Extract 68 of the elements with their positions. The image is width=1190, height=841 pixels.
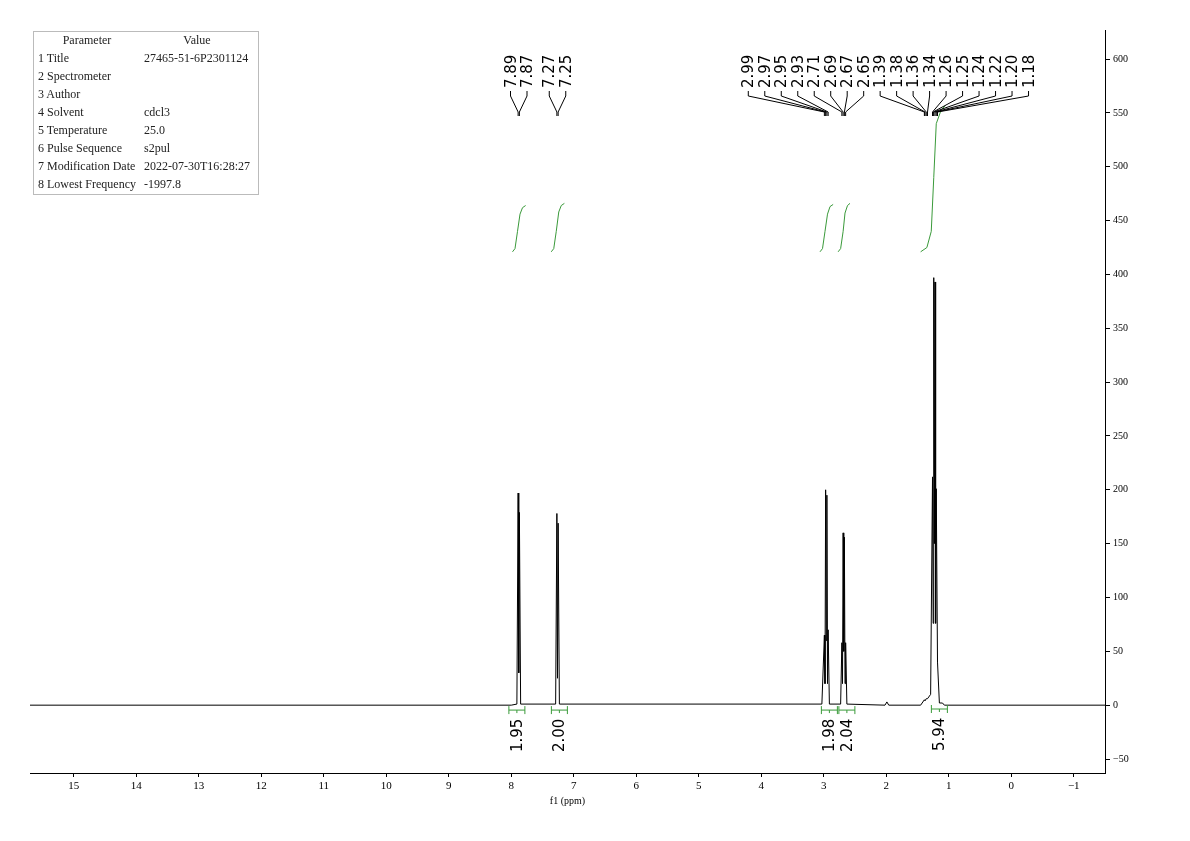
annotation: 2.71 bbox=[805, 54, 824, 88]
annotation: 1.18 bbox=[1019, 54, 1038, 88]
annotation: 1.26 bbox=[937, 54, 956, 88]
x-axis-title: f1 (ppm) bbox=[549, 794, 586, 807]
annotation: 7 Modification Date 2022-07-30T16:28:27 bbox=[37, 158, 251, 175]
annotation: 2.93 bbox=[788, 54, 807, 88]
text: Parameter Value bbox=[62, 33, 211, 47]
annotation: 5.94 bbox=[930, 717, 949, 752]
x-tick-label: 2 bbox=[883, 779, 889, 792]
annotation: 1.98 bbox=[820, 718, 839, 753]
annotation: 7.27 bbox=[540, 54, 559, 88]
x-tick-label: 14 bbox=[130, 779, 143, 792]
annotation: 2.67 bbox=[838, 54, 857, 88]
annotation: 1.34 bbox=[920, 54, 939, 88]
x-tick-label: 5 bbox=[696, 779, 702, 792]
y-tick-label: 450 bbox=[1113, 214, 1128, 226]
y-tick-label: 150 bbox=[1113, 537, 1128, 549]
y-tick-label: 550 bbox=[1113, 106, 1128, 118]
annotation: 1.39 bbox=[871, 54, 890, 88]
annotation: 7.89 bbox=[501, 54, 520, 88]
annotation: 1.38 bbox=[887, 54, 906, 88]
annotation: 3 Author bbox=[37, 86, 82, 103]
text: 5 Temperature 25.0 bbox=[38, 123, 165, 137]
text: 6 Pulse Sequence s2pul bbox=[38, 141, 170, 155]
x-tick-label: 12 bbox=[255, 779, 267, 792]
annotation: 1.36 bbox=[904, 54, 923, 88]
annotation: 7.87 bbox=[518, 54, 536, 88]
annotation: 2.97 bbox=[755, 54, 774, 88]
y-tick-label: 300 bbox=[1113, 375, 1128, 387]
x-tick-label: 13 bbox=[193, 779, 205, 792]
annotation: 2.99 bbox=[739, 54, 758, 88]
x-tick-label: 10 bbox=[380, 779, 393, 792]
annotation: 2.95 bbox=[772, 54, 791, 88]
annotation: 2 Spectrometer bbox=[37, 68, 112, 85]
y-tick-label: 0 bbox=[1113, 698, 1118, 710]
y-tick-label: 500 bbox=[1113, 160, 1128, 172]
y-tick-label: 600 bbox=[1113, 52, 1128, 64]
x-tick-label: 1 bbox=[946, 779, 952, 792]
x-tick-label: 15 bbox=[68, 779, 80, 792]
annotation: 1.25 bbox=[953, 54, 972, 88]
y-tick-label: 50 bbox=[1113, 644, 1123, 656]
annotation: 1.95 bbox=[507, 718, 526, 753]
x-tick-label: 6 bbox=[633, 779, 640, 792]
y-tick-label: 400 bbox=[1113, 268, 1128, 280]
annotation: 2.04 bbox=[837, 718, 856, 753]
annotation: 7.25 bbox=[556, 54, 575, 88]
x-tick-label: 9 bbox=[446, 779, 452, 792]
text: 4 Solvent cdcl3 bbox=[38, 105, 170, 119]
annotation: 2.00 bbox=[550, 718, 569, 753]
y-tick-label: 200 bbox=[1113, 483, 1128, 495]
y-tick-label: 250 bbox=[1113, 429, 1128, 441]
x-tick-label: 11 bbox=[318, 779, 330, 792]
annotation: 2.69 bbox=[821, 54, 840, 88]
x-tick-label: 7 bbox=[571, 779, 577, 792]
y-tick-label: −50 bbox=[1113, 752, 1129, 764]
y-tick-label: 350 bbox=[1113, 321, 1128, 333]
annotation: 8 Lowest Frequency -1997.8 bbox=[37, 176, 182, 193]
annotation: 1.20 bbox=[1003, 54, 1022, 88]
annotation: 2.65 bbox=[854, 54, 873, 88]
x-tick-label: 0 bbox=[1008, 779, 1015, 792]
y-tick-label: 100 bbox=[1113, 591, 1128, 603]
x-tick-label: 8 bbox=[508, 779, 515, 792]
text: 1 Title 27465-51-6P2301124 bbox=[38, 51, 249, 65]
x-tick-label: 3 bbox=[821, 779, 827, 792]
x-tick-label: 4 bbox=[758, 779, 765, 792]
annotation: 1.22 bbox=[986, 54, 1005, 88]
x-tick-label: −1 bbox=[1067, 779, 1080, 792]
annotation: 1.24 bbox=[970, 54, 989, 88]
